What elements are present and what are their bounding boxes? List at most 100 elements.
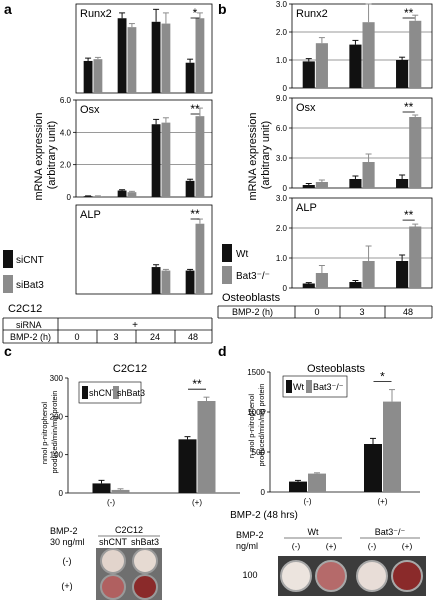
panel-d-plate: BMP-2 ng/ml Wt Bat3⁻/⁻ (-) (+) (-) (+) 1… (236, 527, 426, 596)
y-tick-label: 0 (283, 184, 288, 193)
legend-label-shcnt: shCNT (89, 388, 118, 398)
panel-d-plate-left-label: BMP-2 ng/ml (236, 530, 266, 551)
y-tick-label: 6.0 (276, 124, 288, 133)
bar-sibat3 (195, 116, 205, 197)
chart-title: Runx2 (80, 8, 112, 20)
sig-star: ** (190, 102, 200, 116)
legend-label-shbat3: shBat3 (117, 388, 145, 398)
sig-star: ** (404, 100, 414, 114)
bar-sicnt (83, 196, 93, 197)
panel-a-ylabel-line2: (arbitrary unit) (46, 121, 58, 189)
bar-wt (396, 60, 409, 88)
panel-a-ylabel: mRNA expression (arbitrary unit) (33, 109, 58, 200)
y-tick-label: 3.0 (276, 154, 288, 163)
plot-frame (291, 97, 433, 189)
y-tick-label: 1500 (247, 368, 265, 377)
y-tick-label: 500 (252, 448, 266, 457)
panel-b-time-2: 48 (403, 307, 413, 317)
panel-c-xlabel: BMP-2 (48 hrs) (230, 510, 298, 521)
y-tick-label: 0 (261, 488, 266, 497)
sig-star: ** (404, 208, 414, 222)
well (280, 560, 312, 592)
sig-star: ** (404, 6, 414, 20)
legend-swatch-d-bat3 (306, 380, 312, 393)
chart-title: Runx2 (296, 8, 328, 20)
y-tick-label: 9.0 (276, 94, 288, 103)
panel-letter-b: b (218, 1, 227, 17)
panel-c-ylabel: nmol p-nitrophenol produced/min/mg prote… (40, 391, 59, 474)
panel-c-plate-col-1: shBat3 (131, 537, 159, 547)
panel-b-ylabel: mRNA expression (arbitrary unit) (247, 109, 272, 200)
bar-wt (396, 261, 409, 288)
x-tick-label: (+) (378, 497, 388, 506)
panel-c-plate-row-1: (+) (61, 581, 72, 591)
plate-c-left-line1: BMP-2 (50, 526, 78, 536)
bar-sibat3 (127, 192, 137, 197)
plot-frame (75, 204, 213, 295)
y-tick-label: 3.0 (276, 194, 288, 203)
bar-wt (302, 283, 315, 288)
panel-a-row1-value: + (132, 320, 138, 331)
panel-d-ylabel-line1: n mol p-nitrophenol (247, 394, 256, 459)
chart-a-alp: ALP ** (75, 204, 213, 295)
panel-b-condition-table (217, 305, 433, 319)
y-tick-label: 6.0 (60, 96, 72, 105)
panel-c-legend: shCNT shBat3 (78, 381, 145, 404)
legend-swatch-d-wt (286, 380, 292, 393)
bar-sibat3 (161, 23, 171, 93)
well (100, 548, 126, 574)
panel-b-time-0: 0 (314, 307, 319, 317)
legend-swatch-sibat3 (3, 275, 13, 293)
x-tick-label: (-) (107, 498, 115, 507)
bar-shcnt (92, 483, 111, 493)
bar-sicnt (117, 190, 127, 197)
chart-c-c2c12: 0 100 200 300 (-) (+) ** (50, 374, 240, 507)
panel-d-title: Osteoblasts (307, 363, 366, 375)
panel-b-time-1: 3 (359, 307, 364, 317)
bar-bat3 (383, 401, 401, 492)
bar-shbat3 (197, 401, 216, 493)
bar-wt (396, 179, 409, 188)
panel-d-plate-col-2: (-) (368, 541, 377, 551)
panel-c-plate-col-0: shCNT (99, 537, 128, 547)
bar-shcnt (178, 439, 197, 493)
plate-c-left-line2: 30 ng/ml (50, 537, 85, 547)
y-tick-label: 1000 (247, 408, 265, 417)
panel-a-time-1: 3 (113, 332, 118, 342)
chart-title: Osx (80, 104, 100, 116)
y-tick-label: 100 (50, 451, 64, 460)
panel-a-time-0: 0 (74, 332, 79, 342)
bar-bat3 (315, 273, 328, 288)
x-tick-label: (+) (192, 498, 202, 507)
bar-sibat3 (93, 196, 103, 197)
chart-b-alp: 0 1.0 2.0 3.0 ALP ** (276, 194, 433, 293)
y-tick-label: 0 (67, 193, 72, 202)
chart-title: ALP (80, 209, 101, 221)
bar-sicnt (151, 21, 161, 93)
panel-c-plate-left-label: BMP-2 30 ng/ml (50, 526, 85, 547)
plot-frame (291, 3, 433, 89)
sig-star: * (380, 370, 385, 384)
bar-bat3 (362, 22, 375, 89)
panel-b-legend: Wt Bat3⁻/⁻ (222, 244, 270, 284)
panel-c-ylabel-line2: produced/min/mg protein (50, 391, 59, 474)
bar-sicnt (185, 180, 195, 197)
legend-label-d-wt: Wt (293, 382, 304, 392)
plot-frame (291, 197, 433, 289)
bar-sicnt (117, 18, 127, 94)
chart-b-runx2: 0 1.0 2.0 3.0 Runx2 ** (276, 0, 433, 93)
panel-a-row1-label: siRNA (16, 320, 42, 330)
panel-letter-c: c (4, 343, 12, 359)
panel-d-legend-box (282, 375, 348, 398)
plot-frame (75, 99, 213, 198)
chart-a-osx: 0 2.0 4.0 6.0 Osx ** (60, 96, 213, 202)
y-tick-label: 1.0 (276, 56, 288, 65)
well (391, 560, 423, 592)
y-tick-label: 200 (50, 412, 64, 421)
bar-bat3 (308, 473, 326, 492)
panel-d-plate-group-0: Wt (308, 527, 319, 537)
bar-wt (349, 282, 362, 288)
bar-sibat3 (195, 223, 205, 294)
panel-a-ylabel-line1: mRNA expression (33, 113, 45, 201)
